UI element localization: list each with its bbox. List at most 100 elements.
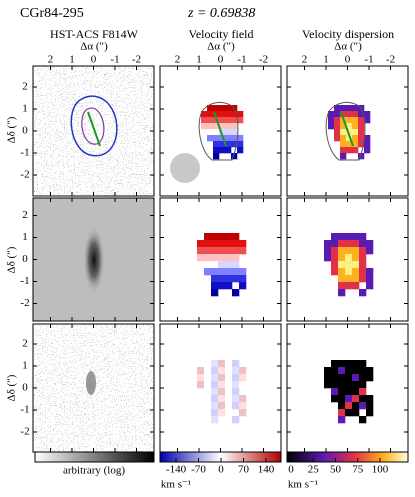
pixel <box>219 111 226 118</box>
x-tick-label: 0 <box>345 54 351 66</box>
pixel <box>213 111 220 118</box>
pixel <box>213 123 220 130</box>
pixel <box>231 123 238 130</box>
pixel <box>232 388 240 396</box>
pixel <box>211 289 219 297</box>
pixel <box>352 247 360 255</box>
pixel <box>218 240 226 248</box>
y-tick-label: -1 <box>20 275 29 287</box>
pixel <box>232 268 240 276</box>
colorbar <box>286 451 409 463</box>
pixel <box>366 367 374 375</box>
pixel <box>225 123 232 130</box>
pixel <box>345 409 353 417</box>
pixel <box>331 381 339 389</box>
pixel <box>239 367 247 375</box>
pixel <box>364 117 371 124</box>
pixel <box>352 261 360 269</box>
pixel <box>239 268 247 276</box>
pixel <box>197 240 205 248</box>
pixel <box>211 416 219 424</box>
pixel <box>219 135 226 142</box>
pixel <box>201 111 208 118</box>
x-tick-label: -1 <box>364 54 373 66</box>
pixel <box>338 402 346 410</box>
pixel <box>225 141 232 148</box>
x-tick-label: 2 <box>302 54 308 66</box>
pixel <box>197 374 205 382</box>
pixel <box>324 247 332 255</box>
pixel <box>331 395 339 403</box>
pixel <box>218 374 226 382</box>
pixel <box>359 289 367 297</box>
pixel <box>225 233 233 241</box>
pixel <box>232 395 240 403</box>
pixel <box>352 367 360 375</box>
x-tick-label: -1 <box>237 54 246 66</box>
pixel <box>352 268 360 276</box>
pixel <box>338 374 346 382</box>
overlays <box>198 101 366 161</box>
pixel <box>352 381 360 389</box>
pixel <box>204 261 212 269</box>
pixel <box>338 409 346 417</box>
colorbar-label: km s⁻¹ <box>288 479 318 491</box>
pixel <box>225 129 232 136</box>
pixel <box>239 395 247 403</box>
pixel <box>345 275 353 283</box>
pixel <box>366 247 374 255</box>
pixel <box>237 117 244 124</box>
pixel <box>239 275 247 283</box>
pixel <box>213 153 220 160</box>
y-tick-label: 2 <box>22 209 28 221</box>
pixel <box>358 135 365 142</box>
pixel <box>359 360 367 368</box>
x-tick-label: 1 <box>196 54 202 66</box>
pixel <box>232 381 240 389</box>
x-axis-label: Δα (″) <box>207 41 235 53</box>
pixel <box>225 135 232 142</box>
pixel <box>358 111 365 118</box>
pixel <box>331 261 339 269</box>
pixel <box>232 360 240 368</box>
pixel <box>359 268 367 276</box>
pixel <box>338 268 346 276</box>
pixel <box>207 123 214 130</box>
pixel <box>239 402 247 410</box>
pixel <box>219 141 226 148</box>
y-axis-label: Δδ (″) <box>6 116 18 143</box>
pixel <box>239 282 247 290</box>
galaxy <box>83 226 105 294</box>
pixel <box>204 367 212 375</box>
pixel <box>218 381 226 389</box>
pixel <box>352 409 360 417</box>
pixel <box>340 129 347 136</box>
pixel <box>225 381 233 389</box>
pixel <box>324 381 332 389</box>
colorbar-tick-label: 70 <box>238 464 250 476</box>
pixel <box>346 105 353 112</box>
pixel <box>197 247 205 255</box>
pixel <box>331 388 339 396</box>
pixel <box>352 129 359 136</box>
x-tick-label: 0 <box>91 54 97 66</box>
psf <box>170 153 200 183</box>
pixel <box>340 105 347 112</box>
pixel <box>338 240 346 248</box>
pixel <box>346 147 353 154</box>
pixel <box>237 141 244 148</box>
pixel <box>338 282 346 290</box>
pixel <box>213 129 220 136</box>
colorbar-tick-label: -140 <box>166 464 187 476</box>
pixel <box>239 240 247 248</box>
pixel <box>346 111 353 118</box>
x-tick-label: 2 <box>175 54 181 66</box>
pixel <box>232 289 240 297</box>
pixel <box>352 135 359 142</box>
pixel <box>225 261 233 269</box>
pixel <box>345 268 353 276</box>
pixel <box>211 402 219 410</box>
pixel <box>359 367 367 375</box>
pixel <box>219 123 226 130</box>
